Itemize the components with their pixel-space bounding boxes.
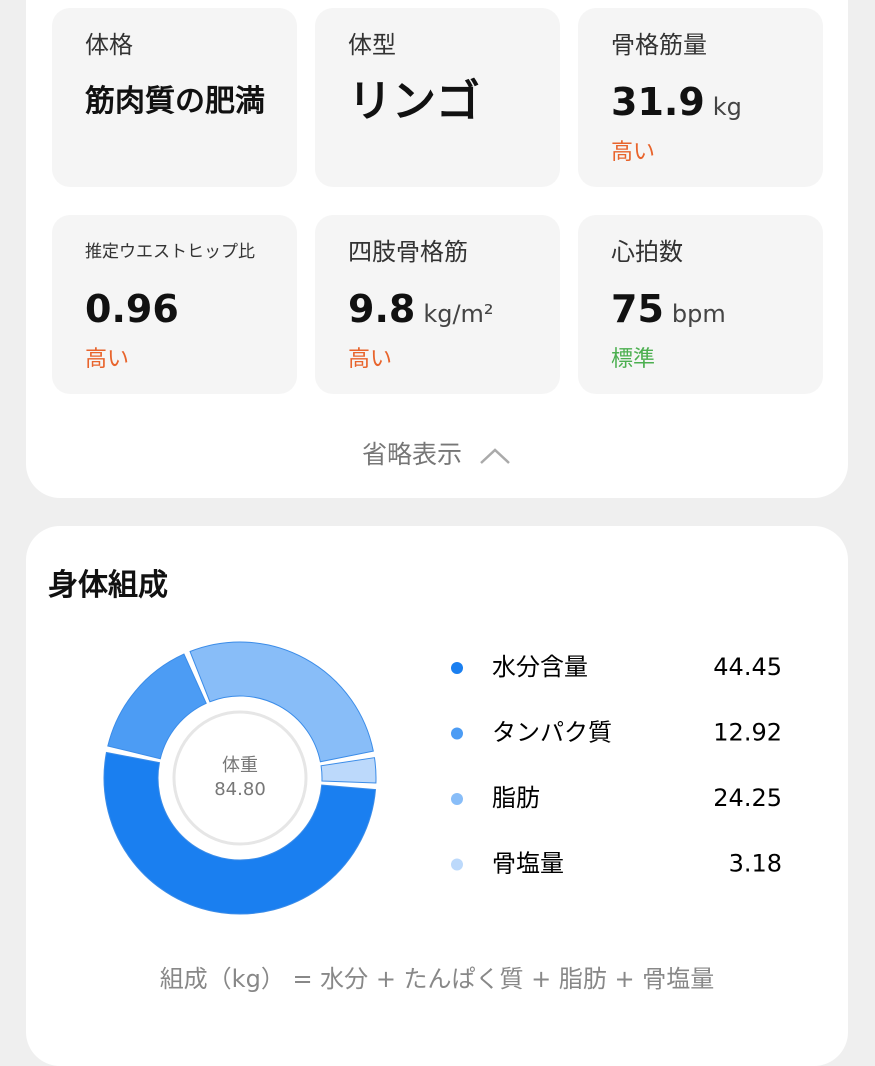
center-label: 体重 — [222, 755, 258, 776]
legend-dot — [451, 662, 463, 674]
metric-value-row: 9.8 kg/m² — [348, 287, 560, 331]
metric-value: 筋肉質の肥満 — [85, 84, 265, 119]
metric-label: 体型 — [348, 31, 396, 59]
metric-value-row: 75 bpm — [611, 287, 823, 331]
collapse-button[interactable]: 省略表示 — [26, 435, 848, 471]
metric-card: 体型 リンゴ — [315, 8, 560, 187]
metric-unit: kg/m² — [423, 300, 494, 328]
metric-value: 75 — [611, 287, 664, 331]
composition-chart: 水分含量 44.45 タンパク質 12.92 脂肪 24.25 骨塩量 3.18 体重 84.80… — [103, 641, 782, 993]
metric-status: 高い — [611, 140, 656, 165]
metric-label: 骨格筋量 — [611, 31, 707, 59]
metric-unit: kg — [712, 93, 742, 121]
metric-label: 推定ウエストヒップ比 — [85, 242, 255, 262]
donut-segment — [103, 751, 377, 915]
formula: 組成（kg） = 水分 + たんぱく質 + 脂肪 + 骨塩量 — [160, 965, 715, 993]
metrics-panel: 省略表示 体格 筋肉質の肥満 体型 リンゴ 骨格筋量 31.9 kg 高い 推定ウエストヒップ比… — [26, 0, 848, 498]
metric-value-row: リンゴ — [348, 80, 560, 124]
legend-label: 骨塩量 — [492, 850, 564, 878]
metric-label: 四肢骨格筋 — [348, 238, 468, 266]
metric-card: 推定ウエストヒップ比 0.96 高い — [52, 215, 297, 394]
metric-card: 体格 筋肉質の肥満 — [52, 8, 297, 187]
metric-value-row: 0.96 — [85, 287, 297, 331]
legend-value: 24.25 — [713, 784, 782, 812]
legend-label: 脂肪 — [492, 784, 540, 812]
page: {"metrics": [ {"label": "体格", "value": "… — [26, 0, 848, 1066]
metric-card: 四肢骨格筋 9.8 kg/m² 高い — [315, 215, 560, 394]
metric-status: 高い — [348, 347, 393, 372]
composition-panel: 身体組成 水分含量 44.45 タンパク質 12.92 脂肪 24.25 骨塩量 3.18 体重… — [26, 526, 848, 1066]
collapse-label[interactable]: 省略表示 — [362, 440, 463, 469]
metric-value: リンゴ — [348, 76, 480, 127]
metric-value-row: 31.9 kg — [611, 80, 823, 124]
section-title: 身体組成 — [48, 568, 168, 603]
legend-label: タンパク質 — [492, 719, 612, 747]
metric-card: 心拍数 75 bpm 標準 — [578, 215, 823, 394]
donut-segment — [320, 757, 377, 784]
legend-dot — [451, 793, 463, 805]
metric-status: 高い — [85, 347, 130, 372]
metric-unit: bpm — [671, 300, 726, 328]
metric-value: 31.9 — [611, 80, 705, 124]
chevron-up — [480, 448, 510, 464]
legend-value: 12.92 — [713, 719, 782, 747]
legend-value: 3.18 — [729, 850, 782, 878]
legend-value: 44.45 — [713, 653, 782, 681]
legend-dot — [451, 858, 463, 871]
legend-dot — [451, 727, 463, 740]
screen: 省略表示 体格 筋肉質の肥満 体型 リンゴ 骨格筋量 31.9 kg 高い 推定ウエストヒップ比… — [26, 0, 848, 1066]
metric-card: 骨格筋量 31.9 kg 高い — [578, 8, 823, 187]
metric-status: 標準 — [611, 347, 656, 372]
legend-label: 水分含量 — [492, 653, 588, 681]
metric-label: 心拍数 — [611, 238, 683, 266]
donut-segment — [107, 653, 207, 760]
metric-value: 0.96 — [85, 287, 179, 331]
metric-label: 体格 — [85, 31, 133, 59]
metric-value: 9.8 — [348, 287, 416, 331]
metric-value-row: 筋肉質の肥満 — [85, 80, 297, 124]
center-value: 84.80 — [214, 779, 266, 800]
donut-segment — [189, 641, 374, 763]
center-ring — [172, 710, 308, 846]
